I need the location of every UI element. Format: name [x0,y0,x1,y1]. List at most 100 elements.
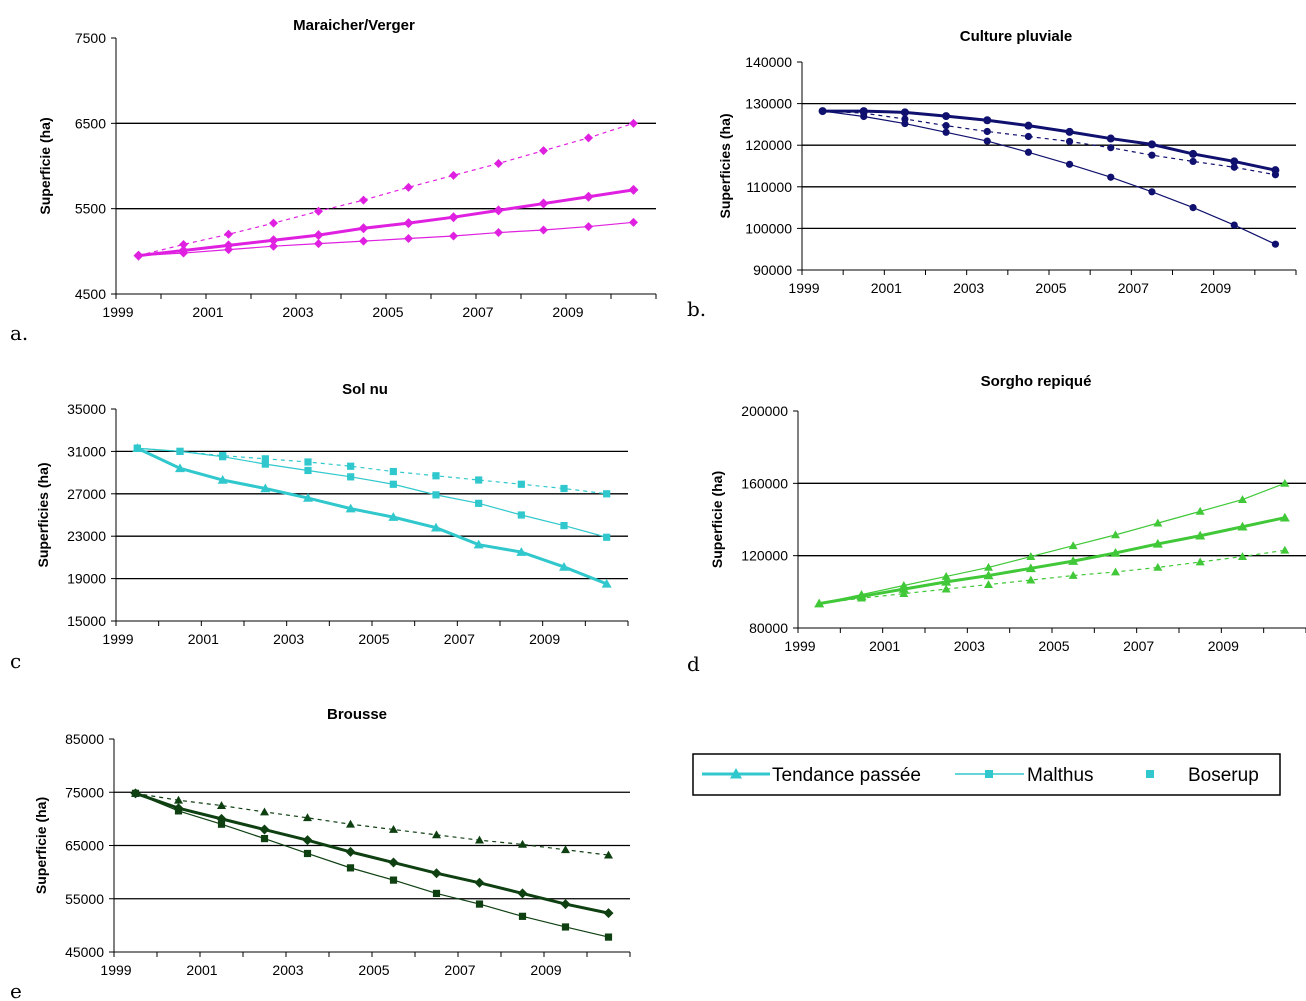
x-tick-label: 2007 [1123,638,1154,654]
x-tick-label: 2009 [1208,638,1239,654]
data-point [983,116,992,125]
data-point [1065,137,1074,146]
x-tick-label: 2007 [444,631,475,647]
y-axis-label: Superficie (ha) [37,117,53,214]
data-point [1152,538,1163,548]
data-point [403,218,414,229]
data-point [517,511,525,519]
data-point [539,146,548,156]
y-tick-label: 5500 [75,201,106,217]
x-tick-label: 2003 [954,638,985,654]
data-point [174,795,183,804]
x-tick-label: 2005 [358,962,389,978]
data-point [174,807,183,815]
series-line-thick [822,109,1276,172]
series-line-thick [138,188,634,258]
chart-panel-e: 45000 55000 65000 75000 85000 1999 2001 2003 200… [10,706,631,1001]
x-tick-label: 1999 [784,638,815,654]
data-point [268,235,279,246]
x-tick-label: 2007 [462,304,493,320]
data-point [583,191,594,202]
data-point [1279,512,1290,522]
data-point [1107,144,1115,152]
x-tick-label: 2005 [1038,638,1069,654]
chart-panel-b: 90000 100000 110000 120000 130000 140000 1999 2… [687,28,1297,321]
data-point [1238,552,1247,560]
data-point [601,578,612,588]
data-point [404,234,413,244]
data-point [179,240,188,250]
data-point [1106,134,1115,143]
chart-title: Brousse [327,706,387,723]
data-point [628,184,639,195]
y-tick-label: 85000 [65,731,104,747]
data-point [1195,557,1205,566]
data-point [1195,530,1206,540]
series-line-thin [822,110,1276,245]
data-point [131,788,140,797]
data-point [561,845,570,854]
data-point [1026,552,1036,560]
series-line-dashed [819,549,1285,605]
y-tick-label: 110000 [746,179,792,195]
data-point [389,467,397,476]
y-tick-label: 55000 [65,891,104,907]
data-point [432,472,440,480]
data-point [449,170,458,180]
data-point [860,109,868,117]
data-point [314,239,323,249]
y-tick-label: 19000 [67,571,106,587]
data-point [941,571,951,580]
data-point [899,589,909,598]
data-point [629,118,638,128]
y-axis-label: Superficie (ha) [33,797,49,894]
data-point [494,158,503,168]
legend-marker-boserup [1146,770,1154,778]
legend: Tendance passée Malthus Boserup [692,753,1281,796]
legend-label-malthus: Malthus [1027,765,1094,786]
data-point [302,835,313,846]
y-tick-label: 65000 [65,838,104,854]
panel-letter: a. [10,321,28,345]
data-point [261,455,269,463]
series-line-thick [818,516,1286,606]
chart-panel-a: 4500 5500 6500 7500 1999 2001 2003 2005 2007 2009… [10,17,657,345]
x-tick-label: 2007 [1118,280,1149,296]
data-point [260,483,271,493]
data-point [1238,495,1247,503]
y-tick-label: 200000 [741,403,788,419]
legend-label-boserup: Boserup [1188,765,1259,786]
data-point [1107,173,1115,181]
data-point [1230,157,1239,166]
x-tick-label: 2001 [186,962,217,978]
data-point [1068,556,1079,565]
x-tick-label: 2001 [192,304,223,320]
data-point [900,108,909,117]
data-point [1271,240,1280,248]
data-point [303,493,313,502]
series-line-thick [136,446,608,586]
y-axis-label: Superficie (ha) [709,471,725,568]
y-tick-label: 27000 [67,486,106,502]
data-point [179,248,188,258]
y-tick-label: 45000 [65,944,104,960]
data-point [217,475,228,484]
y-tick-label: 4500 [75,286,106,302]
data-point [1230,221,1238,229]
data-point [345,503,356,513]
data-point [260,807,269,816]
x-tick-label: 1999 [100,962,131,978]
data-point [473,539,484,549]
y-tick-label: 100000 [745,220,792,236]
y-axis-label: Superficies (ha) [717,113,733,218]
data-point [983,570,994,580]
x-tick-label: 1999 [102,304,133,320]
x-tick-label: 2009 [529,631,560,647]
series-line-dashed [137,447,607,495]
data-point [133,444,141,452]
data-point [818,107,827,115]
x-tick-label: 2003 [273,631,304,647]
chart-title: Maraicher/Verger [293,17,415,34]
x-tick-label: 1999 [788,280,819,296]
